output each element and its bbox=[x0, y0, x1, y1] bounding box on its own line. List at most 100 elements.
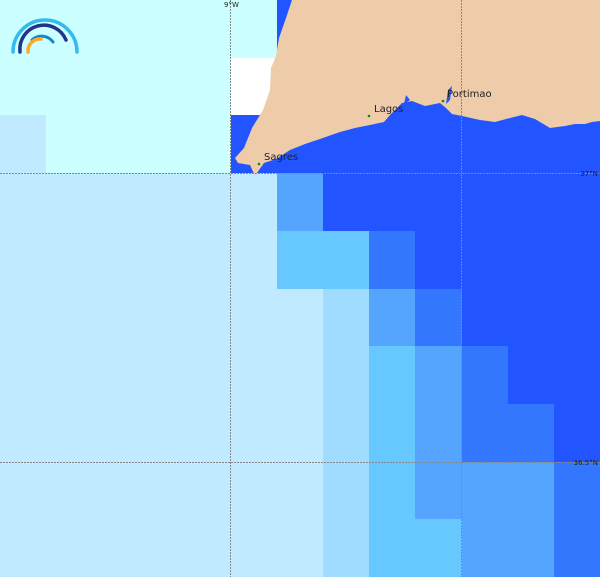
grid-cell bbox=[323, 173, 369, 231]
grid-cell bbox=[0, 58, 46, 115]
grid-cell bbox=[277, 404, 323, 462]
grid-cell bbox=[369, 289, 415, 346]
grid-cell bbox=[185, 58, 231, 115]
grid-cell bbox=[138, 519, 185, 577]
grid-cell bbox=[323, 231, 369, 289]
grid-cell bbox=[323, 462, 369, 519]
grid-cell bbox=[138, 462, 185, 519]
grid-cell bbox=[415, 404, 462, 462]
grid-cell bbox=[46, 58, 92, 115]
grid-cell bbox=[462, 519, 508, 577]
grid-cell bbox=[92, 404, 138, 462]
grid-cell bbox=[323, 289, 369, 346]
grid-cell bbox=[277, 173, 323, 231]
grid-cell bbox=[277, 462, 323, 519]
grid-cell bbox=[462, 346, 508, 404]
place-label-sagres: Sagres bbox=[264, 152, 298, 163]
grid-cell bbox=[554, 173, 600, 231]
grid-cell bbox=[369, 519, 415, 577]
grid-cell bbox=[508, 173, 554, 231]
place-dot-portimao bbox=[441, 99, 445, 103]
river-estuary bbox=[404, 86, 452, 104]
grid-cell bbox=[46, 231, 92, 289]
grid-cell bbox=[554, 519, 600, 577]
grid-cell bbox=[415, 289, 462, 346]
grid-cell bbox=[46, 462, 92, 519]
grid-cell bbox=[92, 58, 138, 115]
lat-label-36-5: 36.5°N bbox=[574, 459, 598, 467]
grid-cell bbox=[508, 462, 554, 519]
grid-cell bbox=[277, 519, 323, 577]
grid-cell bbox=[138, 0, 185, 58]
grid-cell bbox=[138, 115, 185, 173]
grid-cell bbox=[462, 115, 508, 173]
grid-cell bbox=[0, 519, 46, 577]
grid-cell bbox=[92, 173, 138, 231]
grid-cell bbox=[46, 519, 92, 577]
grid-cell bbox=[0, 289, 46, 346]
grid-cell bbox=[508, 519, 554, 577]
grid-cell bbox=[231, 519, 277, 577]
grid-cell bbox=[185, 404, 231, 462]
grid-cell bbox=[185, 519, 231, 577]
grid-cell bbox=[369, 462, 415, 519]
grid-cell bbox=[462, 404, 508, 462]
grid-cell bbox=[231, 0, 277, 58]
land bbox=[235, 0, 600, 176]
lon-label: 9°W bbox=[224, 1, 239, 9]
grid-cell bbox=[554, 404, 600, 462]
grid-cell bbox=[185, 231, 231, 289]
grid-cell bbox=[415, 462, 462, 519]
grid-cell bbox=[277, 231, 323, 289]
grid-cell bbox=[185, 115, 231, 173]
grid-cell bbox=[277, 346, 323, 404]
grid-cell bbox=[92, 231, 138, 289]
grid-cell bbox=[92, 346, 138, 404]
grid-cell bbox=[554, 462, 600, 519]
grid-cell bbox=[231, 462, 277, 519]
grid-cell bbox=[185, 462, 231, 519]
grid-cell bbox=[369, 115, 415, 173]
place-label-portimao: Portimao bbox=[447, 89, 492, 100]
grid-cell bbox=[277, 289, 323, 346]
lat-label-37: 37°N bbox=[580, 170, 598, 178]
grid-cell bbox=[0, 231, 46, 289]
grid-cell bbox=[554, 289, 600, 346]
grid-cell bbox=[138, 289, 185, 346]
place-dot-sagres bbox=[257, 162, 261, 166]
grid-cell bbox=[92, 462, 138, 519]
grid-cell bbox=[46, 289, 92, 346]
grid-cell bbox=[138, 58, 185, 115]
grid-cell bbox=[462, 462, 508, 519]
grid-cell bbox=[369, 346, 415, 404]
grid-cell bbox=[138, 346, 185, 404]
grid-cell bbox=[508, 289, 554, 346]
grid-cell bbox=[415, 173, 462, 231]
grid-cell bbox=[462, 231, 508, 289]
place-dot-lagos bbox=[367, 114, 371, 118]
grid-cell bbox=[92, 0, 138, 58]
grid-cell bbox=[0, 462, 46, 519]
grid-cell bbox=[231, 173, 277, 231]
grid-cell bbox=[415, 519, 462, 577]
grid-cell bbox=[554, 231, 600, 289]
grid-cell bbox=[0, 346, 46, 404]
grid-cell bbox=[369, 173, 415, 231]
grid-cell bbox=[323, 346, 369, 404]
grid-cell bbox=[231, 231, 277, 289]
grid-cell bbox=[323, 404, 369, 462]
grid-cell bbox=[138, 231, 185, 289]
grid-cell bbox=[323, 519, 369, 577]
grid-cell bbox=[46, 115, 92, 173]
grid-cell bbox=[185, 289, 231, 346]
grid-cell bbox=[138, 404, 185, 462]
grid-cell bbox=[185, 173, 231, 231]
grid-cell bbox=[508, 231, 554, 289]
place-label-lagos: Lagos bbox=[374, 104, 403, 115]
grid-cell bbox=[554, 346, 600, 404]
grid-cell bbox=[46, 346, 92, 404]
grid-cell bbox=[0, 173, 46, 231]
grid-cell bbox=[138, 173, 185, 231]
grid-cell bbox=[92, 519, 138, 577]
